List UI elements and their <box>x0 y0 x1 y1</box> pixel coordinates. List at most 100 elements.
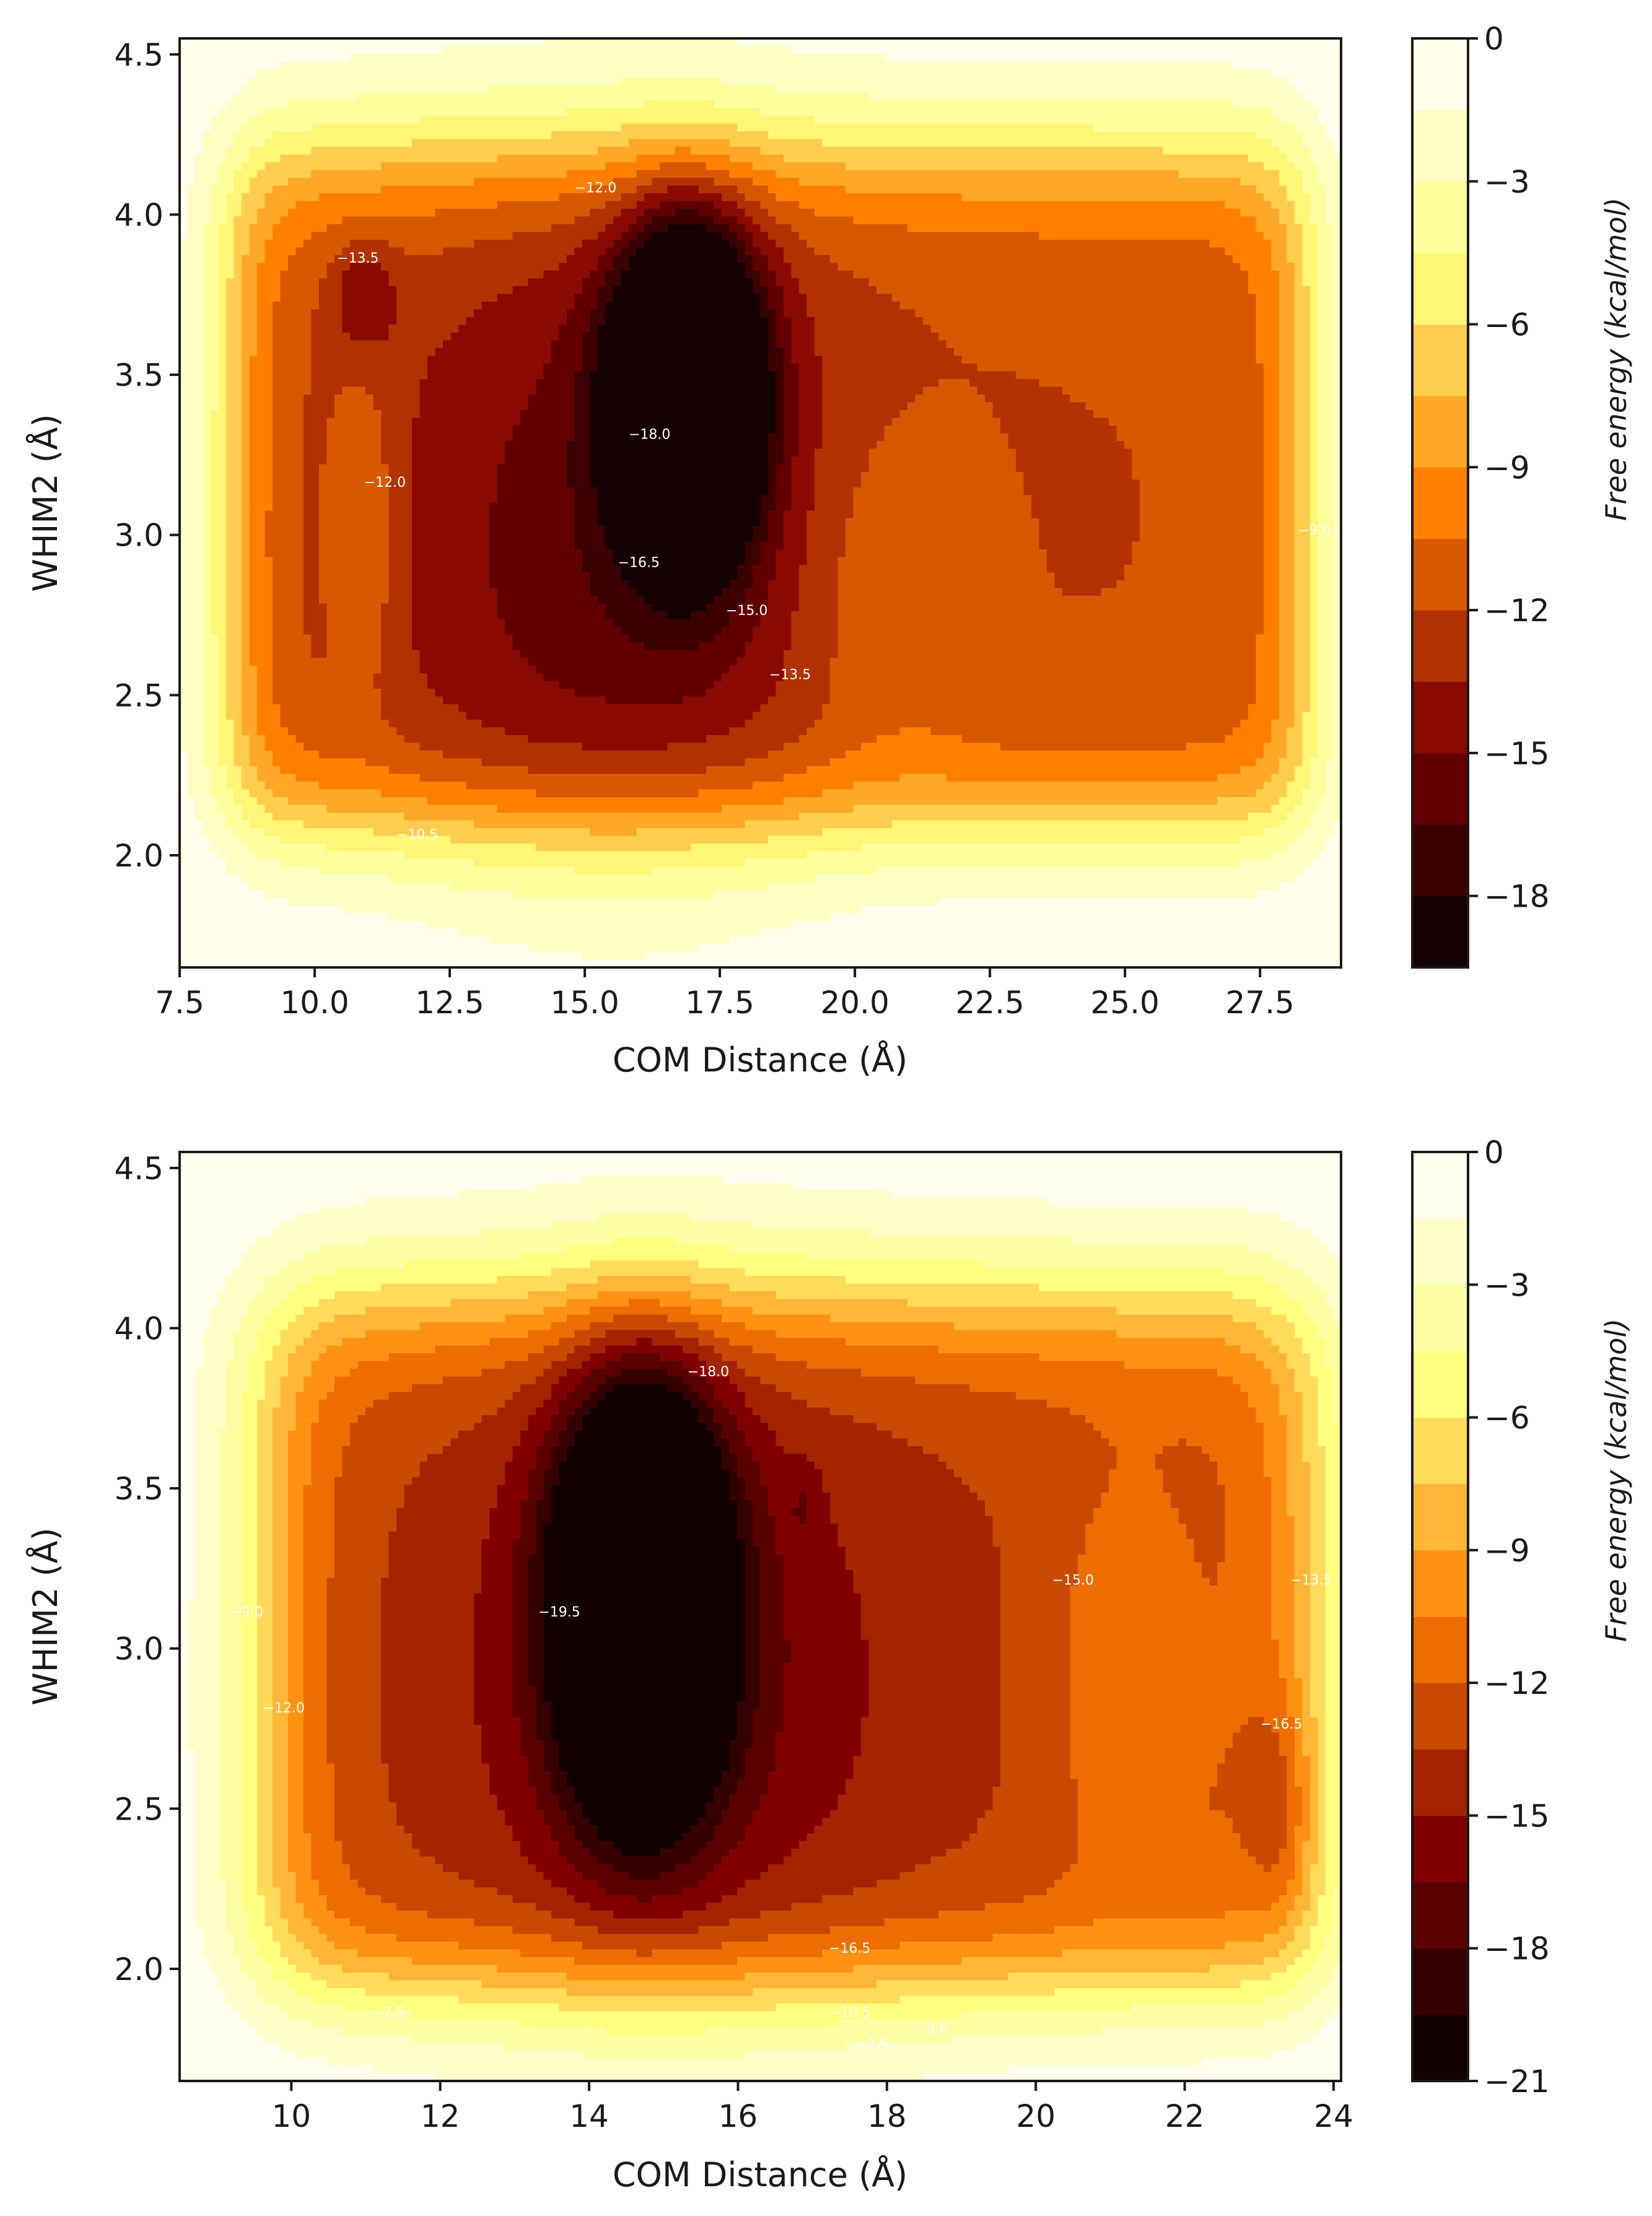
contour-cell <box>559 1462 722 1470</box>
contour-cell <box>180 333 204 341</box>
contour-cell <box>652 1895 722 1904</box>
contour-cell <box>280 1887 297 1896</box>
contour-cell <box>180 1686 188 1695</box>
contour-cell <box>536 1717 552 1725</box>
contour-cell <box>381 448 413 457</box>
contour-cell <box>1333 1407 1341 1416</box>
contour-cell <box>830 913 1341 922</box>
contour-cell <box>1287 1988 1319 1997</box>
contour-cell <box>574 503 598 512</box>
contour-cell <box>776 1748 862 1756</box>
contour-cell <box>326 1608 382 1617</box>
contour-cell <box>729 170 777 178</box>
contour-cell <box>1264 1469 1288 1478</box>
contour-cell <box>861 1725 1001 1734</box>
contour-cell <box>226 518 242 527</box>
contour-cell <box>180 634 204 643</box>
contour-cell <box>760 518 769 527</box>
contour-cell <box>1333 751 1341 759</box>
contour-cell <box>1271 1973 1303 1981</box>
contour-cell <box>582 240 614 248</box>
contour-cell <box>180 2042 281 2051</box>
contour-cell <box>830 255 1233 264</box>
contour-cell <box>737 572 753 581</box>
contour-cell <box>1318 309 1334 318</box>
contour-cell <box>187 1694 219 1703</box>
contour-cell <box>760 1686 784 1695</box>
contour-cell <box>512 1446 536 1455</box>
contour-cell <box>899 410 994 419</box>
contour-cell <box>242 634 250 643</box>
contour-cell <box>180 534 204 543</box>
contour-cell <box>776 325 792 333</box>
contour-cell <box>234 735 250 744</box>
contour-cell <box>1287 735 1303 744</box>
contour-cell <box>791 611 839 620</box>
contour-cell <box>273 1570 289 1579</box>
contour-cell <box>326 456 382 465</box>
contour-cell <box>334 255 567 264</box>
contour-cell <box>226 495 242 504</box>
contour-cell <box>257 766 281 775</box>
contour-cell <box>1318 1748 1326 1756</box>
contour-cell <box>404 851 808 860</box>
contour-cell <box>846 2042 1295 2051</box>
contour-cell <box>815 333 939 341</box>
contour-cell <box>273 348 312 357</box>
contour-cell <box>1333 534 1341 543</box>
contour-cell <box>1318 1802 1326 1811</box>
contour-cell <box>396 1810 505 1818</box>
contour-cell <box>1233 255 1272 264</box>
contour-cell <box>226 580 242 589</box>
contour-cell <box>1054 580 1117 589</box>
contour-cell <box>412 472 498 481</box>
contour-cell <box>768 1423 877 1431</box>
contour-cell <box>1078 1577 1210 1586</box>
contour-cell <box>1318 240 1334 248</box>
contour-cell <box>326 1709 382 1718</box>
colorbar-band <box>1412 1683 1468 1750</box>
contour-cell <box>304 1911 335 1919</box>
contour-cell <box>489 580 591 589</box>
contour-cell <box>923 1446 1117 1455</box>
colorbar-band <box>1412 681 1468 754</box>
contour-cell <box>273 1577 289 1586</box>
contour-cell <box>1070 1407 1257 1416</box>
contour-cell <box>799 433 823 442</box>
contour-cell <box>249 395 273 403</box>
contour-cell <box>295 774 421 782</box>
contour-cell <box>242 1771 258 1780</box>
x-tick-label: 20 <box>1016 2098 1055 2134</box>
contour-cell <box>218 1438 242 1447</box>
contour-cell <box>1287 727 1303 736</box>
contour-cell <box>295 247 343 256</box>
contour-cell <box>567 456 591 465</box>
contour-cell <box>706 1903 792 1911</box>
contour-cell <box>590 1307 691 1315</box>
contour-cell <box>242 1616 258 1625</box>
contour-cell <box>203 1942 235 1950</box>
contour-cell <box>218 364 227 372</box>
contour-cell <box>1302 1872 1311 1880</box>
contour-cell <box>304 1670 328 1679</box>
contour-cell <box>543 1539 746 1548</box>
contour-cell <box>1271 1493 1288 1501</box>
contour-cell <box>1225 201 1272 209</box>
contour-cell <box>528 1485 544 1493</box>
contour-cell <box>242 1732 258 1741</box>
contour-cell <box>273 1740 289 1749</box>
contour-cell <box>822 828 1264 837</box>
contour-cell <box>388 495 413 504</box>
contour-cell <box>1047 1198 1341 1207</box>
contour-cell <box>443 696 606 705</box>
contour-cell <box>536 1407 560 1416</box>
contour-cell <box>791 348 815 357</box>
contour-cell <box>226 464 242 473</box>
contour-cell <box>304 1725 328 1734</box>
contour-cell <box>342 1469 421 1478</box>
contour-cell <box>381 642 413 651</box>
contour-cell <box>242 1570 258 1579</box>
contour-cell <box>226 294 242 302</box>
contour-cell <box>582 333 598 341</box>
contour-cell <box>481 758 746 767</box>
